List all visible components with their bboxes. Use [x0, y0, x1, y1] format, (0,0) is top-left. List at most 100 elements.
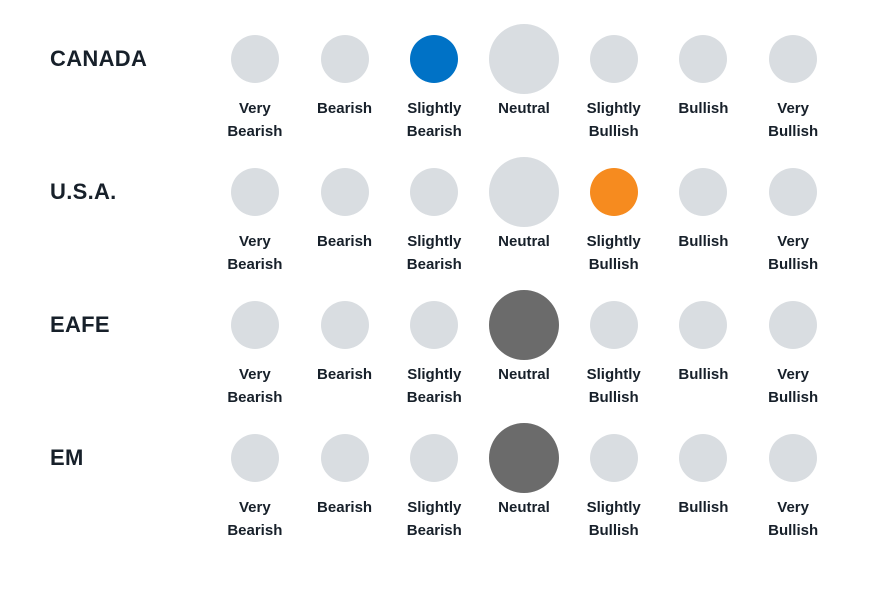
cell-label-slightly_bullish: Slightly Bullish — [587, 98, 641, 143]
dot-em-slightly_bullish — [590, 434, 638, 482]
cell-eafe-very_bullish: Very Bullish — [748, 286, 838, 409]
cell-label-bullish: Bullish — [678, 231, 728, 275]
market-sentiment-chart: CANADA Very Bearish Bearish Slightly Bearis… — [0, 0, 873, 572]
dot-canada-very_bearish — [231, 35, 279, 83]
cell-em-bearish: Bearish — [300, 419, 390, 542]
dot-usa-very_bearish — [231, 168, 279, 216]
dot-eafe-neutral-selected — [489, 290, 559, 360]
dot-wrap — [410, 419, 458, 497]
cell-em-slightly_bullish: Slightly Bullish — [569, 419, 659, 542]
cell-usa-neutral: Neutral — [479, 153, 569, 276]
cell-label-slightly_bearish: Slightly Bearish — [407, 497, 462, 542]
dot-canada-slightly_bearish-selected — [410, 35, 458, 83]
dot-canada-bearish — [321, 35, 369, 83]
dot-wrap — [321, 20, 369, 98]
dot-canada-very_bullish — [769, 35, 817, 83]
row-cells-usa: Very Bearish Bearish Slightly Bearish Neutr… — [210, 153, 838, 276]
row-cells-canada: Very BearishBearishSlightly BearishNeutr… — [210, 20, 838, 143]
dot-canada-neutral — [489, 24, 559, 94]
cell-canada-very_bearish: Very Bearish — [210, 20, 300, 143]
cell-usa-slightly_bearish: Slightly Bearish — [389, 153, 479, 276]
row-usa: U.S.A.Very Bearish Bearish Slightly Bearis… — [50, 153, 838, 276]
dot-wrap — [321, 153, 369, 231]
dot-wrap — [231, 153, 279, 231]
cell-label-neutral: Neutral — [498, 497, 550, 541]
dot-wrap — [489, 20, 559, 98]
cell-label-very_bearish: Very Bearish — [227, 364, 282, 409]
dot-em-bearish — [321, 434, 369, 482]
cell-em-bullish: Bullish — [659, 419, 749, 542]
cell-label-slightly_bullish: Slightly Bullish — [587, 497, 641, 542]
cell-label-very_bullish: Very Bullish — [768, 98, 818, 143]
cell-label-bearish: Bearish — [317, 364, 372, 408]
cell-label-very_bearish: Very Bearish — [227, 98, 282, 143]
cell-label-slightly_bearish: Slightly Bearish — [407, 98, 462, 143]
cell-em-neutral: Neutral — [479, 419, 569, 542]
dot-canada-slightly_bullish — [590, 35, 638, 83]
cell-usa-bullish: Bullish — [659, 153, 749, 276]
cell-label-slightly_bullish: Slightly Bullish — [587, 231, 641, 276]
dot-wrap — [321, 286, 369, 364]
dot-em-bullish — [679, 434, 727, 482]
cell-usa-very_bearish: Very Bearish — [210, 153, 300, 276]
dot-wrap — [489, 286, 559, 364]
dot-eafe-bullish — [679, 301, 727, 349]
dot-usa-slightly_bullish-selected — [590, 168, 638, 216]
dot-wrap — [769, 286, 817, 364]
cell-label-neutral: Neutral — [498, 231, 550, 275]
dot-em-very_bearish — [231, 434, 279, 482]
cell-label-slightly_bullish: Slightly Bullish — [587, 364, 641, 409]
cell-canada-neutral: Neutral — [479, 20, 569, 143]
dot-usa-bullish — [679, 168, 727, 216]
row-label-em: EM — [50, 419, 210, 471]
cell-label-very_bullish: Very Bullish — [768, 364, 818, 409]
cell-canada-slightly_bullish: Slightly Bullish — [569, 20, 659, 143]
row-eafe: EAFEVery BearishBearishSlightly BearishN… — [50, 286, 838, 409]
row-label-canada: CANADA — [50, 20, 210, 72]
dot-em-very_bullish — [769, 434, 817, 482]
row-canada: CANADAVery BearishBearishSlightly Bearis… — [50, 20, 838, 143]
dot-eafe-slightly_bearish — [410, 301, 458, 349]
cell-label-very_bearish: Very Bearish — [227, 497, 282, 542]
cell-eafe-bearish: Bearish — [300, 286, 390, 409]
cell-eafe-slightly_bullish: Slightly Bullish — [569, 286, 659, 409]
cell-usa-very_bullish: Very Bullish — [748, 153, 838, 276]
dot-wrap — [231, 419, 279, 497]
cell-em-very_bearish: Very Bearish — [210, 419, 300, 542]
row-label-usa: U.S.A. — [50, 153, 210, 205]
row-cells-em: Very Bearish Bearish Slightly Bearish Neutr… — [210, 419, 838, 542]
cell-canada-very_bullish: Very Bullish — [748, 20, 838, 143]
row-cells-eafe: Very Bearish Bearish Slightly Bearish Neutr… — [210, 286, 838, 409]
cell-label-slightly_bearish: Slightly Bearish — [407, 231, 462, 276]
cell-label-bullish: Bullish — [678, 98, 728, 142]
dot-em-slightly_bearish — [410, 434, 458, 482]
dot-wrap — [489, 153, 559, 231]
cell-canada-bullish: Bullish — [659, 20, 749, 143]
dot-wrap — [590, 419, 638, 497]
cell-eafe-neutral: Neutral — [479, 286, 569, 409]
dot-canada-bullish — [679, 35, 727, 83]
dot-usa-neutral — [489, 157, 559, 227]
dot-eafe-very_bullish — [769, 301, 817, 349]
dot-eafe-slightly_bullish — [590, 301, 638, 349]
dot-em-neutral-selected — [489, 423, 559, 493]
dot-eafe-very_bearish — [231, 301, 279, 349]
row-em: EM Very Bearish Bearish Slightly Bearish Neu… — [50, 419, 838, 542]
cell-usa-slightly_bullish: Slightly Bullish — [569, 153, 659, 276]
dot-wrap — [679, 20, 727, 98]
dot-wrap — [679, 153, 727, 231]
cell-em-very_bullish: Very Bullish — [748, 419, 838, 542]
cell-label-bearish: Bearish — [317, 231, 372, 275]
cell-label-slightly_bearish: Slightly Bearish — [407, 364, 462, 409]
cell-canada-slightly_bearish: Slightly Bearish — [389, 20, 479, 143]
dot-wrap — [410, 286, 458, 364]
dot-wrap — [231, 20, 279, 98]
cell-eafe-slightly_bearish: Slightly Bearish — [389, 286, 479, 409]
dot-wrap — [410, 20, 458, 98]
cell-label-neutral: Neutral — [498, 364, 550, 408]
cell-label-bullish: Bullish — [678, 364, 728, 408]
dot-wrap — [679, 419, 727, 497]
dot-usa-very_bullish — [769, 168, 817, 216]
cell-eafe-bullish: Bullish — [659, 286, 749, 409]
cell-label-bullish: Bullish — [678, 497, 728, 541]
